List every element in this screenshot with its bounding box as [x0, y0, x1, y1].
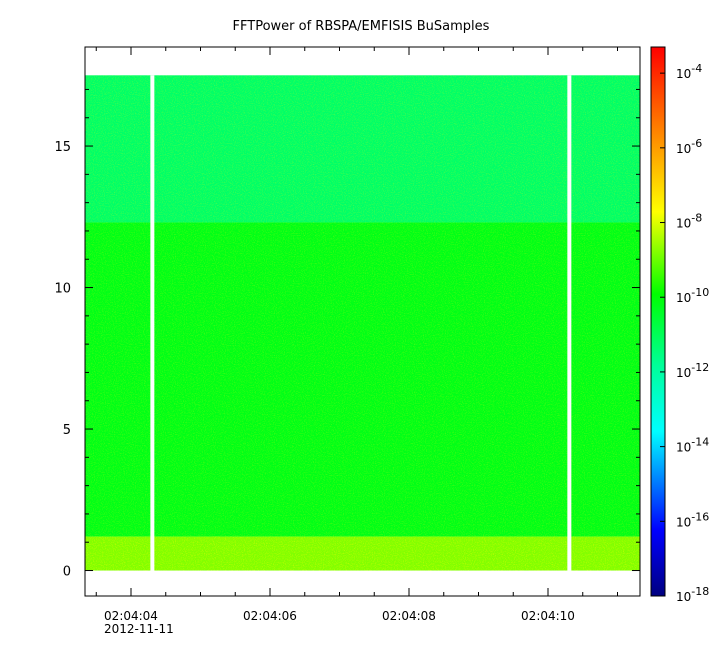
- colorbar-tick-label: 10-14: [676, 436, 709, 455]
- colorbar-tick-base: 10: [676, 217, 691, 231]
- y-tick-label: 10: [54, 282, 71, 297]
- chart-title: FFTPower of RBSPA/EMFISIS BuSamples: [233, 19, 490, 34]
- colorbar-tick-base: 10: [676, 142, 691, 156]
- colorbar-tick-exponent: -10: [691, 286, 709, 299]
- spectrogram-noise-0: [85, 75, 640, 223]
- colorbar-tick-label: 10-10: [676, 286, 709, 305]
- colorbar-tick-exponent: -16: [691, 510, 709, 523]
- colorbar-tick-base: 10: [676, 291, 691, 305]
- colorbar-tick-exponent: -4: [691, 62, 702, 75]
- colorbar-tick-label: 10-12: [676, 361, 709, 380]
- y-axis: 0 5 10 15: [54, 88, 640, 580]
- plot-area: [85, 75, 640, 571]
- spectrogram-noise-2: [85, 536, 640, 571]
- y-tick-label: 15: [54, 140, 71, 155]
- x-tick-label: 02:04:04: [104, 609, 158, 623]
- x-tick-label: 02:04:06: [243, 609, 297, 623]
- x-tick-label: 02:04:10: [521, 609, 575, 623]
- data-gap-0: [150, 75, 155, 571]
- colorbar-tick-base: 10: [676, 441, 691, 455]
- colorbar-tick-exponent: -12: [691, 361, 709, 374]
- colorbar-tick-label: 10-8: [676, 212, 702, 231]
- y-tick-label: 5: [63, 423, 71, 438]
- colorbar-tick-exponent: -14: [691, 436, 709, 449]
- colorbar: [650, 46, 666, 597]
- colorbar-tick-base: 10: [676, 67, 691, 81]
- x-tick-label: 02:04:08: [382, 609, 436, 623]
- colorbar-tick-exponent: -8: [691, 212, 702, 225]
- colorbar-tick-exponent: -18: [691, 585, 709, 598]
- colorbar-tick-label: 10-16: [676, 510, 709, 529]
- colorbar-tick-exponent: -6: [691, 137, 702, 150]
- plot-frame: [84, 46, 641, 597]
- colorbar-tick-label: 10-6: [676, 137, 702, 156]
- colorbar-tick-base: 10: [676, 366, 691, 380]
- colorbar-tick-label: 10-4: [676, 62, 702, 81]
- x-axis: 02:04:04 02:04:06 02:04:08 02:04:10: [95, 47, 618, 623]
- colorbar-tick-base: 10: [676, 590, 691, 604]
- colorbar-tick-base: 10: [676, 515, 691, 529]
- colorbar-tick-label: 10-18: [676, 585, 709, 604]
- x-date-label: 2012-11-11: [104, 622, 174, 636]
- spectrogram-noise-1: [85, 222, 640, 537]
- data-gap-1: [567, 75, 572, 571]
- y-tick-label: 0: [63, 565, 71, 580]
